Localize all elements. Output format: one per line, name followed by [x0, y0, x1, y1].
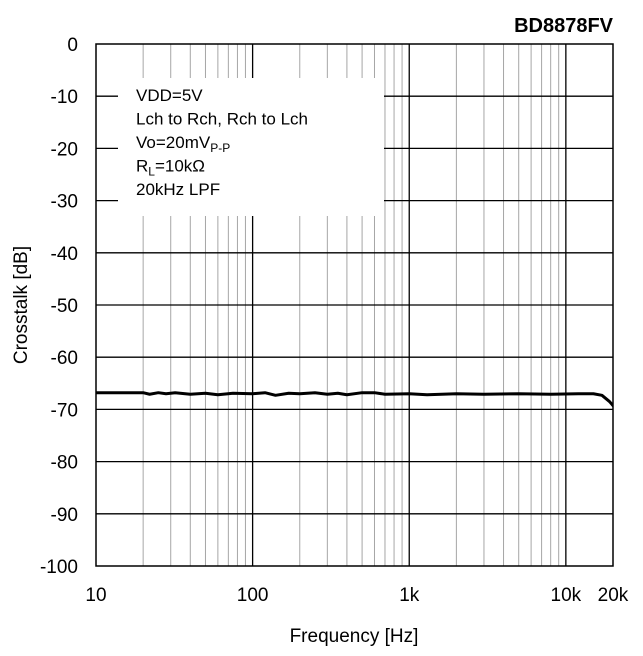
annotation-background — [118, 78, 384, 216]
crosstalk-series-line — [96, 391, 613, 408]
series-layer — [96, 391, 613, 408]
annotation-line: Vo=20mVP-P — [136, 133, 230, 155]
x-tick-label: 100 — [237, 585, 269, 606]
y-axis-title: Crosstalk [dB] — [11, 246, 32, 364]
x-tick-label: 1k — [399, 585, 420, 606]
x-tick-label: 10k — [551, 585, 582, 606]
y-tick-label: -50 — [51, 296, 78, 317]
y-tick-label: 0 — [67, 35, 78, 56]
y-tick-label: -30 — [51, 192, 78, 213]
y-tick-label: -70 — [51, 400, 78, 421]
y-tick-label: -80 — [51, 453, 78, 474]
annotation-line: VDD=5V — [136, 86, 203, 105]
x-tick-labels: 10 100 1k 10k 20k — [85, 585, 628, 606]
annotation-box: VDD=5V Lch to Rch, Rch to Lch Vo=20mVP-PRL… — [118, 78, 384, 216]
y-tick-label: -10 — [51, 87, 78, 108]
annotation-line: RL=10kΩ — [136, 157, 205, 179]
annotation-line: Lch to Rch, Rch to Lch — [136, 110, 308, 129]
x-tick-label: 10 — [85, 585, 106, 606]
y-tick-label: -20 — [51, 139, 78, 160]
x-axis-title: Frequency [Hz] — [290, 626, 419, 647]
y-tick-labels: 0 -10 -20 -30 -40 -50 -60 -70 -80 -90 -100 — [40, 35, 78, 578]
chart-title: BD8878FV — [514, 15, 614, 37]
y-tick-label: -100 — [40, 557, 78, 578]
y-tick-label: -60 — [51, 348, 78, 369]
plot-frame — [95, 43, 614, 567]
y-tick-label: -40 — [51, 244, 78, 265]
annotation-line: 20kHz LPF — [136, 180, 220, 199]
x-tick-label: 20k — [598, 585, 629, 606]
y-tick-label: -90 — [51, 505, 78, 526]
